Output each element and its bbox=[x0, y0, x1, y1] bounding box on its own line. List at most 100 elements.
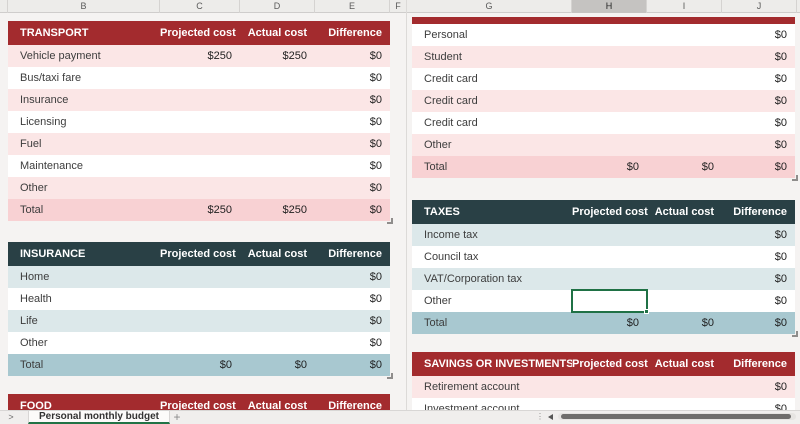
cell-label[interactable]: Credit card bbox=[424, 73, 478, 85]
column-header-i[interactable]: I bbox=[647, 0, 722, 13]
cell-label[interactable]: Fuel bbox=[20, 138, 42, 150]
scrollbar-resize-dots-icon[interactable]: ⋮ bbox=[536, 412, 544, 421]
cell-difference[interactable]: $0 bbox=[369, 293, 382, 305]
table-title[interactable]: SAVINGS OR INVESTMENTS bbox=[424, 358, 572, 370]
table-title[interactable]: TRANSPORT bbox=[20, 27, 89, 39]
cell-label[interactable]: Insurance bbox=[20, 94, 69, 106]
cell-actual[interactable]: $0 bbox=[701, 317, 714, 329]
cell-projected[interactable]: $250 bbox=[207, 50, 232, 62]
cell-difference[interactable]: $0 bbox=[369, 138, 382, 150]
cell-label[interactable]: Student bbox=[424, 51, 462, 63]
cell-projected[interactable]: $0 bbox=[219, 359, 232, 371]
cell-difference[interactable]: $0 bbox=[369, 359, 382, 371]
col-difference[interactable]: Difference bbox=[328, 27, 382, 39]
cell-difference[interactable]: $0 bbox=[774, 295, 787, 307]
col-projected[interactable]: Projected cost bbox=[160, 400, 236, 410]
cell-label[interactable]: Total bbox=[20, 359, 44, 371]
col-projected[interactable]: Projected cost bbox=[572, 358, 648, 370]
col-difference[interactable]: Difference bbox=[328, 248, 382, 260]
cell-difference[interactable]: $0 bbox=[774, 161, 787, 173]
col-actual[interactable]: Actual cost bbox=[654, 358, 714, 370]
cell-projected[interactable]: $250 bbox=[207, 204, 232, 216]
cell-difference[interactable]: $0 bbox=[774, 95, 787, 107]
cell-label[interactable]: VAT/Corporation tax bbox=[424, 273, 523, 285]
column-header-h-selected[interactable]: H bbox=[572, 0, 647, 13]
col-actual[interactable]: Actual cost bbox=[247, 248, 307, 260]
fill-handle[interactable] bbox=[644, 309, 649, 314]
column-header-d[interactable]: D bbox=[240, 0, 315, 13]
cell-difference[interactable]: $0 bbox=[369, 337, 382, 349]
cell-label[interactable]: Vehicle payment bbox=[20, 50, 101, 62]
cell-label[interactable]: Council tax bbox=[424, 251, 479, 263]
column-header-e[interactable]: E bbox=[315, 0, 390, 13]
cell-label[interactable]: Total bbox=[20, 204, 44, 216]
cell-difference[interactable]: $0 bbox=[774, 139, 787, 151]
cell-difference[interactable]: $0 bbox=[369, 204, 382, 216]
cell-difference[interactable]: $0 bbox=[774, 381, 787, 393]
cell-projected[interactable]: $0 bbox=[626, 161, 639, 173]
cell-difference[interactable]: $0 bbox=[774, 403, 787, 410]
cell-label[interactable]: Income tax bbox=[424, 229, 478, 241]
tab-personal-monthly-budget[interactable]: Personal monthly budget bbox=[28, 411, 171, 424]
column-header-b[interactable]: B bbox=[8, 0, 160, 13]
cell-actual[interactable]: $250 bbox=[282, 50, 307, 62]
cell-difference[interactable]: $0 bbox=[774, 51, 787, 63]
cell-label[interactable]: Licensing bbox=[20, 116, 67, 128]
cell-difference[interactable]: $0 bbox=[774, 229, 787, 241]
cell-difference[interactable]: $0 bbox=[369, 50, 382, 62]
column-header-j[interactable]: J bbox=[722, 0, 797, 13]
cell-actual[interactable]: $250 bbox=[282, 204, 307, 216]
table-title[interactable]: INSURANCE bbox=[20, 248, 86, 260]
col-difference[interactable]: Difference bbox=[328, 400, 382, 410]
column-header-c[interactable]: C bbox=[160, 0, 240, 13]
cell-difference[interactable]: $0 bbox=[369, 182, 382, 194]
cell-difference[interactable]: $0 bbox=[369, 94, 382, 106]
cell-difference[interactable]: $0 bbox=[774, 73, 787, 85]
column-header-f[interactable]: F bbox=[390, 0, 407, 13]
cell-actual[interactable]: $0 bbox=[701, 161, 714, 173]
cell-label[interactable]: Total bbox=[424, 161, 448, 173]
cell-label[interactable]: Home bbox=[20, 271, 50, 283]
cell-label[interactable]: Health bbox=[20, 293, 52, 305]
cell-difference[interactable]: $0 bbox=[369, 116, 382, 128]
cell-difference[interactable]: $0 bbox=[774, 317, 787, 329]
cell-difference[interactable]: $0 bbox=[369, 72, 382, 84]
col-actual[interactable]: Actual cost bbox=[247, 27, 307, 39]
cell-label[interactable]: Other bbox=[424, 295, 452, 307]
cell-label[interactable]: Life bbox=[20, 315, 38, 327]
col-projected[interactable]: Projected cost bbox=[572, 206, 648, 218]
cell-label[interactable]: Credit card bbox=[424, 117, 478, 129]
cell-label[interactable]: Other bbox=[424, 139, 452, 151]
cell-difference[interactable]: $0 bbox=[774, 29, 787, 41]
scrollbar-thumb[interactable] bbox=[561, 414, 791, 419]
col-projected[interactable]: Projected cost bbox=[160, 248, 236, 260]
cell-difference[interactable]: $0 bbox=[369, 271, 382, 283]
col-difference[interactable]: Difference bbox=[733, 206, 787, 218]
cell-difference[interactable]: $0 bbox=[369, 315, 382, 327]
table-title[interactable]: FOOD bbox=[20, 400, 52, 410]
cell-label[interactable]: Bus/taxi fare bbox=[20, 72, 82, 84]
cell-label[interactable]: Maintenance bbox=[20, 160, 83, 172]
add-sheet-button[interactable]: + bbox=[173, 410, 181, 424]
cell-difference[interactable]: $0 bbox=[774, 251, 787, 263]
cell-difference[interactable]: $0 bbox=[369, 160, 382, 172]
cell-actual[interactable]: $0 bbox=[294, 359, 307, 371]
cell-label[interactable]: Other bbox=[20, 182, 48, 194]
col-projected[interactable]: Projected cost bbox=[160, 27, 236, 39]
scroll-left-arrow-icon[interactable] bbox=[548, 414, 553, 420]
scrollbar-track[interactable] bbox=[558, 413, 796, 420]
column-header-a[interactable] bbox=[0, 0, 8, 13]
cell-difference[interactable]: $0 bbox=[774, 273, 787, 285]
col-actual[interactable]: Actual cost bbox=[654, 206, 714, 218]
col-actual[interactable]: Actual cost bbox=[247, 400, 307, 410]
table-title[interactable]: TAXES bbox=[424, 206, 460, 218]
col-difference[interactable]: Difference bbox=[733, 358, 787, 370]
sheet-nav-arrow-icon[interactable]: > bbox=[8, 412, 14, 422]
cell-label[interactable]: Personal bbox=[424, 29, 468, 41]
cell-label[interactable]: Investment account bbox=[424, 403, 520, 410]
cell-difference[interactable]: $0 bbox=[774, 117, 787, 129]
column-header-g[interactable]: G bbox=[407, 0, 572, 13]
cell-label[interactable]: Retirement account bbox=[424, 381, 520, 393]
cell-projected[interactable]: $0 bbox=[626, 317, 639, 329]
cell-label[interactable]: Other bbox=[20, 337, 48, 349]
